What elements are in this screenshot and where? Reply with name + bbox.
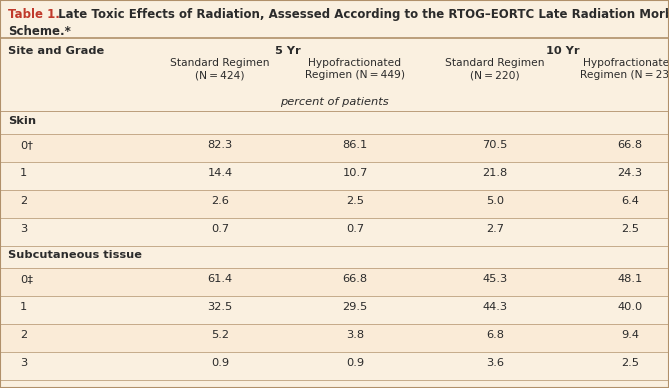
Bar (0, 134, 669, 162)
Text: Skin: Skin (8, 116, 36, 126)
Text: 3: 3 (20, 358, 27, 368)
Text: 29.5: 29.5 (343, 302, 368, 312)
Text: 5.0: 5.0 (486, 196, 504, 206)
Text: 0.9: 0.9 (346, 358, 364, 368)
Text: 24.3: 24.3 (617, 168, 642, 178)
Text: 21.8: 21.8 (482, 168, 508, 178)
Text: 2: 2 (20, 196, 27, 206)
Text: 3.6: 3.6 (486, 358, 504, 368)
Text: 1: 1 (20, 168, 27, 178)
Text: 44.3: 44.3 (482, 302, 508, 312)
Bar (0, 112, 669, 134)
Text: 10 Yr: 10 Yr (546, 46, 579, 56)
Text: 14.4: 14.4 (207, 168, 233, 178)
Text: 5.2: 5.2 (211, 330, 229, 340)
Text: 48.1: 48.1 (617, 274, 643, 284)
Text: 10.7: 10.7 (343, 168, 368, 178)
Bar (0, 324, 669, 352)
Text: 0‡: 0‡ (20, 274, 33, 284)
Text: 9.4: 9.4 (621, 330, 639, 340)
Text: Site and Grade: Site and Grade (8, 46, 104, 56)
Text: 0.9: 0.9 (211, 358, 229, 368)
Text: Scheme.*: Scheme.* (8, 25, 71, 38)
Bar (0, 268, 669, 296)
Text: Hypofractionated
Regimen (N = 449): Hypofractionated Regimen (N = 449) (305, 58, 405, 80)
Text: 3.8: 3.8 (346, 330, 364, 340)
Text: 1: 1 (20, 302, 27, 312)
Text: Late Toxic Effects of Radiation, Assessed According to the RTOG–EORTC Late Radia: Late Toxic Effects of Radiation, Assesse… (54, 8, 669, 21)
Text: 82.3: 82.3 (207, 140, 233, 150)
Text: 45.3: 45.3 (482, 274, 508, 284)
Text: 2: 2 (20, 330, 27, 340)
Text: 86.1: 86.1 (343, 140, 368, 150)
Text: Table 1.: Table 1. (8, 8, 60, 21)
Bar (0, 352, 669, 380)
Bar (0, 190, 669, 218)
Text: 70.5: 70.5 (482, 140, 508, 150)
Text: 66.8: 66.8 (617, 140, 642, 150)
Text: 0.7: 0.7 (211, 224, 229, 234)
Text: 2.7: 2.7 (486, 224, 504, 234)
Text: 61.4: 61.4 (207, 274, 233, 284)
Text: 0.7: 0.7 (346, 224, 364, 234)
Text: 2.6: 2.6 (211, 196, 229, 206)
Bar (0, 162, 669, 190)
Text: Hypofractionated
Regimen (N = 235): Hypofractionated Regimen (N = 235) (580, 58, 669, 80)
Bar (0, 218, 669, 246)
Text: 0†: 0† (20, 140, 33, 150)
Text: 66.8: 66.8 (343, 274, 367, 284)
Text: 6.4: 6.4 (621, 196, 639, 206)
Text: 2.5: 2.5 (621, 358, 639, 368)
Text: Subcutaneous tissue: Subcutaneous tissue (8, 250, 142, 260)
Text: Standard Regimen
(N = 220): Standard Regimen (N = 220) (446, 58, 545, 80)
Text: 32.5: 32.5 (207, 302, 233, 312)
Text: 3: 3 (20, 224, 27, 234)
Text: 40.0: 40.0 (617, 302, 643, 312)
Bar (0, 246, 669, 268)
Bar (0, 296, 669, 324)
Text: 2.5: 2.5 (621, 224, 639, 234)
Text: 5 Yr: 5 Yr (275, 46, 300, 56)
Text: 6.8: 6.8 (486, 330, 504, 340)
Text: percent of patients: percent of patients (280, 97, 389, 107)
Text: Standard Regimen
(N = 424): Standard Regimen (N = 424) (170, 58, 270, 80)
Text: 2.5: 2.5 (346, 196, 364, 206)
